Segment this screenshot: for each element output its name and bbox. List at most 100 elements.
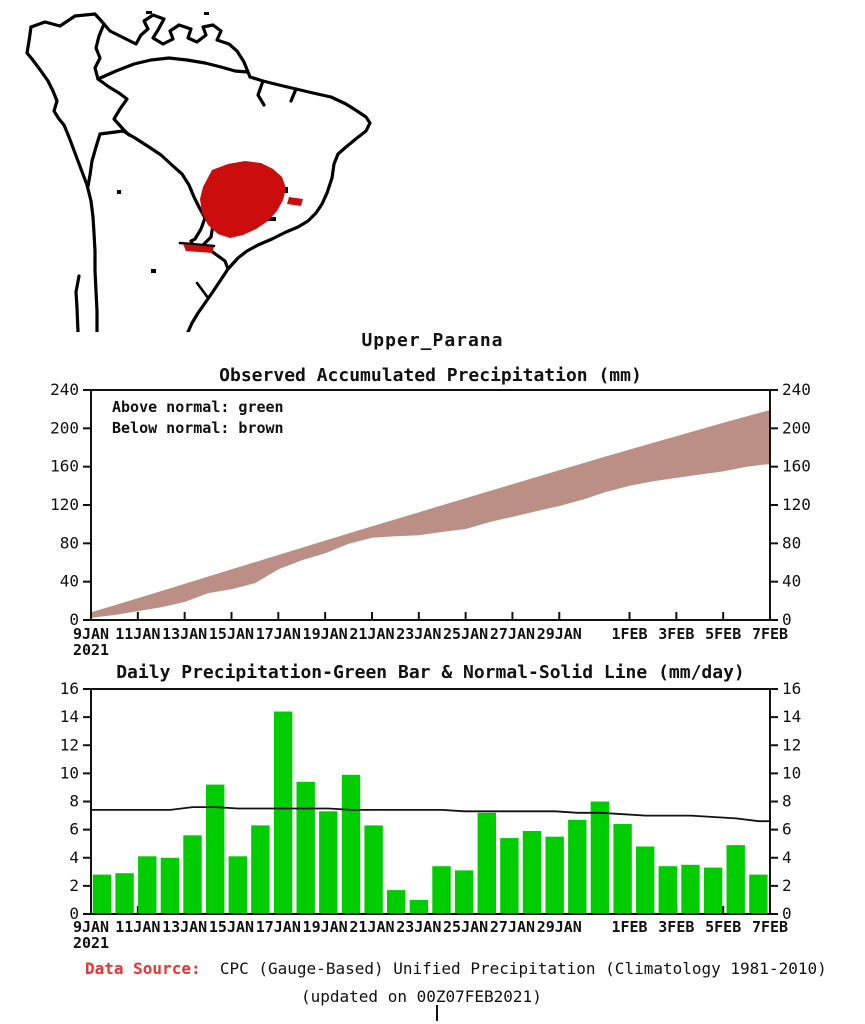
y-axis-label-left: 16	[60, 679, 79, 698]
x-axis-label: 17JAN	[256, 918, 301, 936]
bar	[138, 856, 157, 914]
y-axis-label-left: 10	[60, 763, 79, 782]
normal-line	[91, 806, 770, 823]
y-axis-label-left: 4	[69, 848, 79, 867]
x-axis-label: 3FEB	[658, 918, 694, 936]
data-source-line: Data Source: CPC (Gauge-Based) Unified P…	[85, 959, 827, 978]
bar	[590, 801, 610, 914]
x-axis-label: 11JAN	[115, 918, 160, 936]
bar	[522, 831, 542, 914]
updated-line: (updated on 00Z07FEB2021)	[301, 987, 542, 1006]
x-axis-label: 11JAN	[115, 625, 160, 643]
bar	[681, 864, 700, 914]
y-axis-label-left: 120	[50, 495, 79, 514]
y-axis-label-right: 40	[782, 572, 801, 591]
y-axis-label-right: 2	[782, 876, 792, 895]
x-axis-year-label: 2021	[73, 641, 109, 659]
bar	[432, 866, 451, 914]
x-axis-label: 25JAN	[443, 625, 488, 643]
x-axis-label: 27JAN	[490, 918, 535, 936]
x-axis-label: 23JAN	[396, 625, 441, 643]
y-axis-label-left: 200	[50, 418, 79, 437]
bar	[500, 838, 519, 914]
border-bolivia	[86, 129, 207, 241]
x-axis-label: 29JAN	[537, 918, 582, 936]
y-axis-label-right: 0	[782, 610, 792, 629]
y-axis-label-left: 160	[50, 457, 79, 476]
y-axis-label-left: 6	[69, 820, 79, 839]
y-axis-label-right: 6	[782, 820, 792, 839]
bar	[658, 866, 677, 914]
bar	[296, 781, 315, 914]
y-axis-label-right: 4	[782, 848, 792, 867]
x-axis-label: 1FEB	[611, 918, 647, 936]
x-axis-label: 29JAN	[537, 625, 582, 643]
y-axis-label-right: 120	[782, 495, 811, 514]
x-axis-label: 23JAN	[396, 918, 441, 936]
below-normal-band	[90, 409, 771, 618]
x-axis-label: 21JAN	[349, 918, 394, 936]
bar	[273, 711, 293, 914]
coastline-chile	[74, 274, 81, 332]
border-colombia-peru-brazil	[96, 77, 131, 137]
text-cursor: |	[436, 1005, 438, 1021]
y-axis-label-right: 200	[782, 418, 811, 437]
highlighted-region-upper-parana	[183, 161, 303, 253]
bar	[613, 824, 632, 914]
y-axis-label-left: 14	[60, 707, 79, 726]
x-axis-label: 19JAN	[303, 625, 348, 643]
x-axis-label: 5FEB	[705, 625, 741, 643]
chart-title: Daily Precipitation-Green Bar & Normal-S…	[116, 662, 745, 683]
bar	[115, 873, 134, 914]
coastline-north-east	[29, 12, 372, 332]
x-axis-label: 19JAN	[303, 918, 348, 936]
bar	[206, 784, 225, 914]
border-strip-south	[178, 241, 216, 248]
bar	[228, 856, 247, 914]
region-main-blob	[200, 161, 286, 238]
chart-title: Observed Accumulated Precipitation (mm)	[219, 365, 642, 386]
y-axis-label-right: 16	[782, 679, 801, 698]
x-axis-label: 7FEB	[752, 625, 788, 643]
x-axis-label: 13JAN	[162, 918, 207, 936]
x-axis-label: 5FEB	[705, 918, 741, 936]
bar	[251, 825, 270, 914]
x-axis-label: 27JAN	[490, 625, 535, 643]
south-america-map	[25, 11, 372, 332]
bar	[477, 812, 496, 915]
y-axis-label-right: 12	[782, 735, 801, 754]
x-axis-label: 3FEB	[658, 625, 694, 643]
bar	[726, 845, 745, 914]
x-axis-label: 21JAN	[349, 625, 394, 643]
accumulated-precipitation-chart: Observed Accumulated Precipitation (mm) 0…	[50, 365, 811, 659]
y-axis-label-left: 240	[50, 380, 79, 399]
bar	[409, 899, 429, 914]
border-colombia-venezuela	[93, 22, 106, 81]
x-axis-label: 13JAN	[162, 625, 207, 643]
x-axis-label: 25JAN	[443, 918, 488, 936]
bar	[568, 819, 587, 914]
y-axis-label-left: 0	[69, 904, 79, 923]
y-axis-label-right: 8	[782, 792, 792, 811]
y-axis-label-right: 80	[782, 533, 801, 552]
y-axis-label-right: 10	[782, 763, 801, 782]
bar	[545, 836, 564, 914]
data-source-text: CPC (Gauge-Based) Unified Precipitation …	[219, 959, 827, 978]
x-axis-label: 15JAN	[209, 625, 254, 643]
y-axis-label-left: 2	[69, 876, 79, 895]
page-title: Upper_Parana	[361, 330, 504, 351]
x-axis-label: 9JAN	[73, 918, 109, 936]
x-axis-label: 17JAN	[256, 625, 301, 643]
x-axis-year-label: 2021	[73, 934, 109, 952]
y-axis-label-left: 0	[69, 610, 79, 629]
coastline-pacific	[25, 25, 99, 332]
y-axis-label-left: 12	[60, 735, 79, 754]
y-axis-label-right: 0	[782, 904, 792, 923]
x-axis-label: 7FEB	[752, 918, 788, 936]
bar	[703, 867, 723, 914]
x-axis-label: 9JAN	[73, 625, 109, 643]
bar	[364, 825, 383, 914]
bar	[341, 774, 361, 914]
bar	[454, 870, 474, 914]
y-axis-label-left: 80	[60, 533, 79, 552]
